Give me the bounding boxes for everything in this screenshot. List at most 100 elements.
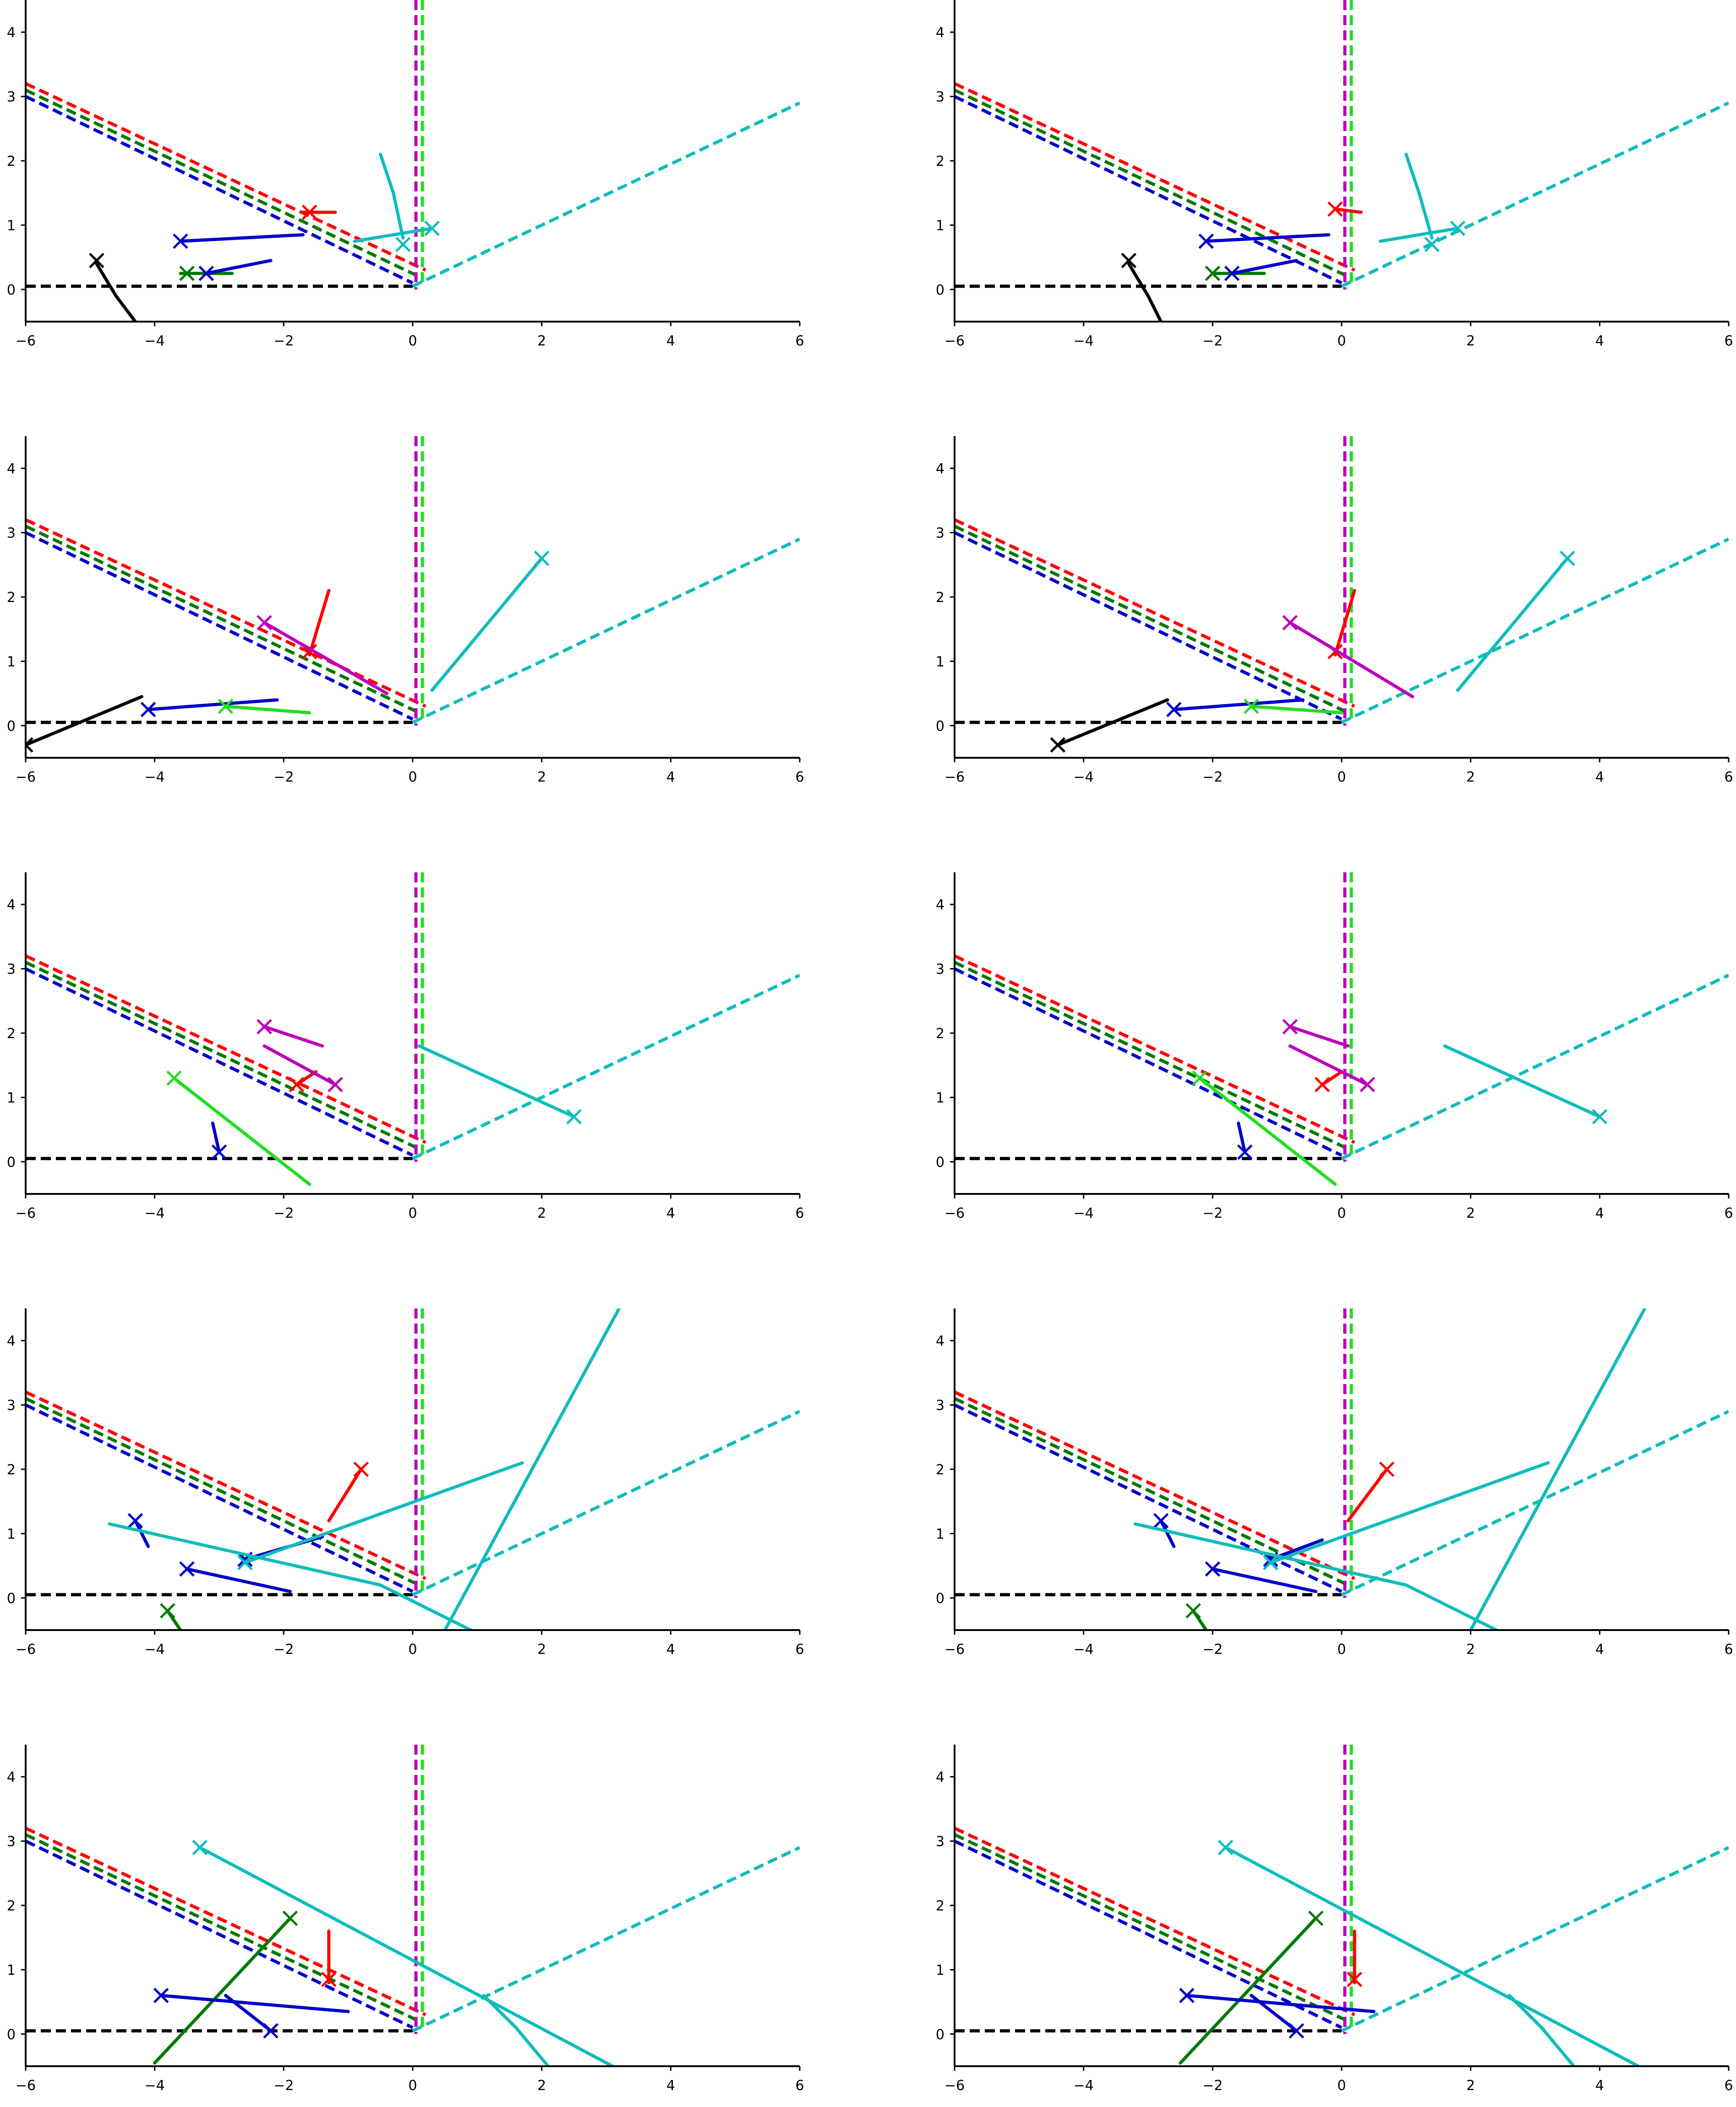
- trajectory-blue: [185, 1567, 292, 1593]
- y-tick-label: 0: [7, 282, 16, 298]
- plot-area: [26, 436, 800, 753]
- guide-line-red: [955, 82, 1355, 272]
- x-marker-blue: [1198, 233, 1214, 249]
- trajectory-blue: [147, 698, 279, 711]
- x-marker-blue: [1179, 1987, 1195, 2003]
- guide-line-red: [955, 518, 1355, 708]
- y-tick-label: 2: [7, 1462, 16, 1478]
- trajectory-red: [1346, 1467, 1389, 1522]
- x-tick-label: 4: [1595, 1205, 1604, 1221]
- trajectory-cyan: [1269, 1461, 1550, 1565]
- x-tick-label: 4: [666, 333, 675, 349]
- x-tick-label: 4: [1595, 1642, 1604, 1658]
- y-tick-label: 1: [7, 1526, 16, 1542]
- x-tick-label: 2: [537, 769, 546, 785]
- plot-area: [955, 1745, 1729, 2066]
- x-marker-blue: [211, 1144, 227, 1160]
- trajectory-cyan: [243, 1461, 524, 1565]
- x-tick-label: −6: [944, 333, 965, 349]
- trajectory-lime: [224, 705, 311, 715]
- x-tick-label: 4: [666, 1205, 675, 1221]
- x-tick-label: 2: [537, 333, 546, 349]
- y-tick-label: 3: [936, 89, 944, 105]
- plot-area: [26, 1745, 800, 2066]
- trajectory-red: [308, 589, 331, 657]
- trajectory-lime: [1198, 1076, 1337, 1186]
- x-tick-label: −2: [273, 1205, 294, 1221]
- x-tick-label: −4: [145, 333, 165, 349]
- trajectory-cyan: [1443, 1044, 1601, 1119]
- x-tick-label: 6: [795, 769, 804, 785]
- guide-line-blue: [955, 95, 1343, 285]
- y-tick-label: 1: [7, 1090, 16, 1106]
- x-tick-label: −2: [1202, 1205, 1223, 1221]
- x-marker-blue: [1166, 701, 1182, 717]
- x-marker-blue: [179, 1561, 195, 1577]
- x-marker-cyan: [395, 236, 411, 252]
- trajectory-blue: [211, 1122, 221, 1154]
- x-marker-blue: [1224, 265, 1240, 281]
- trajectory-blue: [1250, 1994, 1298, 2033]
- panel-7: −6 −4 −2 0 2 4 6 0 1 2 3 4: [7, 1308, 804, 1658]
- x-tick-label: 6: [1724, 333, 1733, 349]
- panel-1: −6 −4 −2 0 2 4 6 0 1 2 3 4: [7, 0, 804, 349]
- trajectory-red: [1333, 207, 1363, 214]
- x-tick-label: −6: [16, 769, 36, 785]
- trajectory-blue: [1230, 259, 1298, 275]
- x-marker-magenta: [257, 1019, 272, 1034]
- y-tick-label: 1: [936, 1526, 944, 1542]
- x-tick-label: −2: [273, 769, 294, 785]
- guide-line-cyan: [1341, 1846, 1729, 2032]
- trajectory-blue: [159, 1994, 350, 2014]
- guide-line-green: [955, 525, 1349, 714]
- x-tick-label: −2: [273, 2078, 294, 2094]
- x-tick-label: 0: [408, 1642, 417, 1658]
- x-tick-label: 2: [1466, 333, 1475, 349]
- guide-line-green: [955, 1833, 1349, 2023]
- y-tick-label: 2: [7, 1026, 16, 1042]
- trajectory-cyan: [1133, 1522, 1498, 1630]
- y-tick-label: 0: [936, 1591, 944, 1607]
- guide-line-blue: [26, 1403, 414, 1593]
- trajectory-cyan: [417, 1044, 576, 1119]
- x-tick-label: −4: [1074, 1642, 1094, 1658]
- panel-10: −6 −4 −2 0 2 4 6 0 1 2 3 4: [936, 1745, 1733, 2094]
- guide-line-red: [26, 954, 426, 1144]
- guide-line-red: [26, 518, 426, 708]
- trajectory-green: [153, 1916, 292, 2065]
- x-marker-cyan: [237, 1554, 253, 1571]
- guide-line-cyan: [412, 974, 800, 1160]
- guide-line-green: [955, 88, 1349, 278]
- trajectory-lime: [172, 1076, 311, 1186]
- x-tick-label: 0: [1337, 1642, 1346, 1658]
- x-tick-label: −6: [944, 2078, 965, 2094]
- guide-line-blue: [26, 1839, 414, 2029]
- y-tick-label: 3: [7, 1398, 16, 1414]
- guide-line-cyan: [412, 1410, 800, 1596]
- x-tick-label: −2: [273, 333, 294, 349]
- guide-line-blue: [26, 967, 414, 1157]
- x-tick-label: 6: [795, 1205, 804, 1221]
- trajectory-black: [95, 262, 137, 322]
- y-tick-label: 2: [936, 153, 944, 170]
- x-marker-red: [1327, 201, 1343, 217]
- x-tick-label: 2: [537, 2078, 546, 2094]
- y-tick-label: 0: [936, 2027, 944, 2043]
- trajectory-blue: [1172, 698, 1305, 711]
- trajectory-cyan: [430, 557, 544, 692]
- y-tick-label: 1: [936, 218, 944, 234]
- x-marker-blue: [1288, 2023, 1305, 2039]
- y-tick-label: 2: [936, 590, 944, 606]
- guide-line-red: [26, 82, 426, 272]
- trajectory-cyan: [482, 1994, 550, 2066]
- trajectory-cyan: [379, 153, 405, 240]
- guide-line-blue: [955, 531, 1343, 721]
- x-marker-magenta: [1282, 615, 1298, 630]
- x-tick-label: −6: [944, 1642, 965, 1658]
- panel-9: −6 −4 −2 0 2 4 6 0 1 2 3 4: [7, 1745, 804, 2094]
- x-tick-label: 0: [1337, 1205, 1346, 1221]
- y-tick-label: 3: [7, 962, 16, 978]
- x-tick-label: −6: [16, 2078, 36, 2094]
- y-tick-label: 4: [7, 897, 16, 913]
- x-marker-magenta: [1282, 1019, 1298, 1034]
